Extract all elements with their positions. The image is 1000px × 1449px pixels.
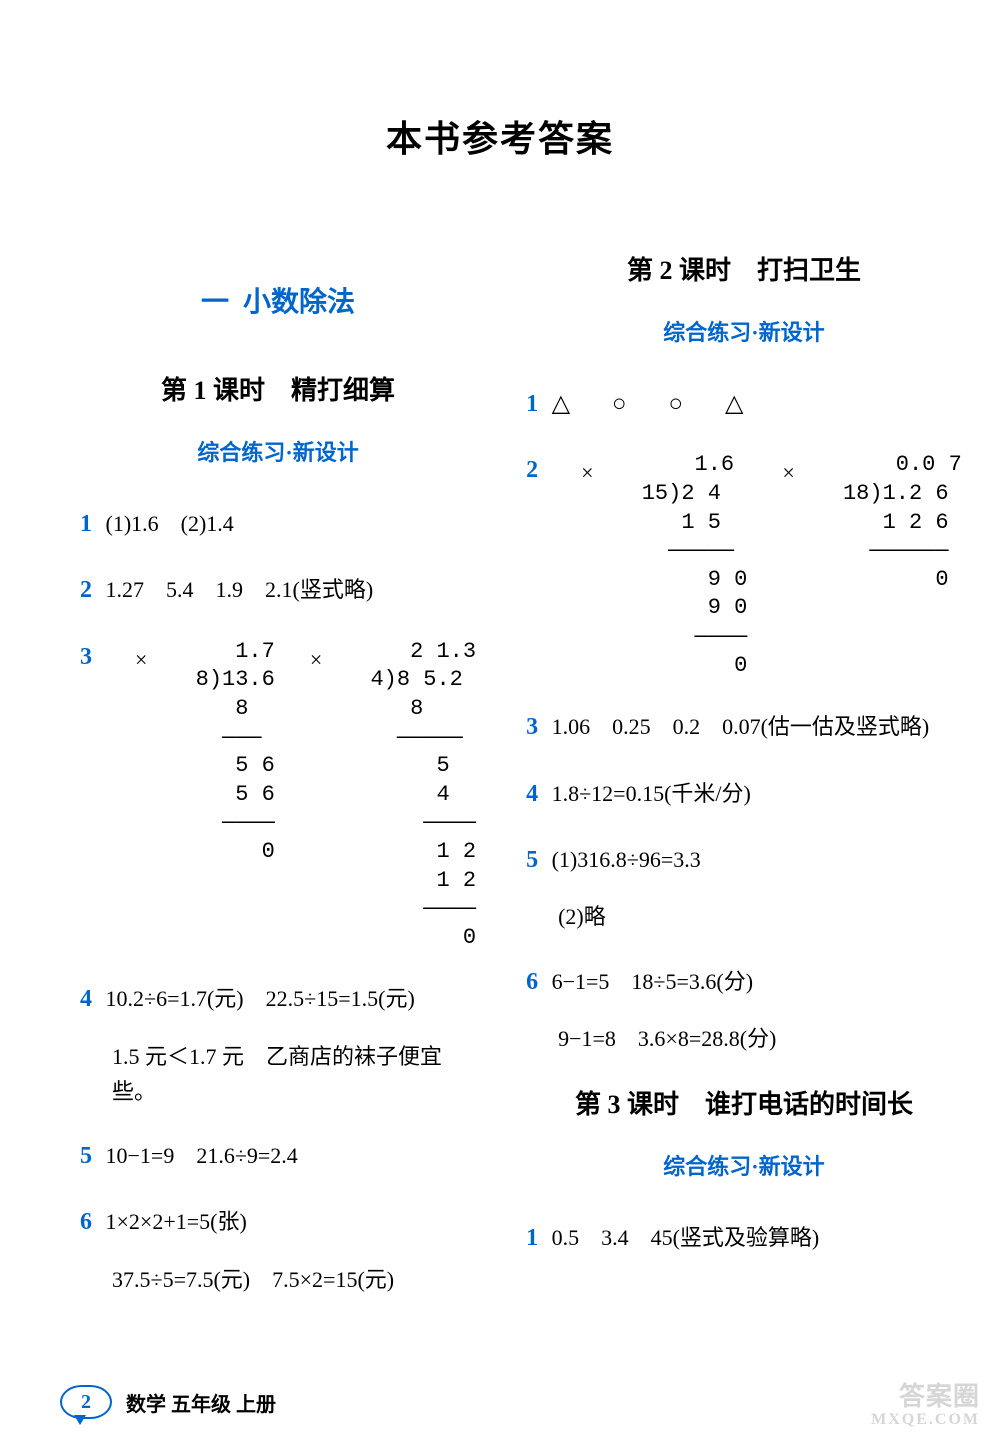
q-text: 1.8÷12=0.15(千米/分) (552, 781, 751, 806)
q2: 2 1.27 5.4 1.9 2.1(竖式略) (80, 571, 476, 609)
q-text: 1×2×2+1=5(张) (106, 1209, 247, 1234)
long-division-3: 1.6 15)2 4 1 5 ————— 9 0 9 0 ———— 0 (629, 451, 748, 680)
long-division-2: 2 1.3 4)8 5.2 8 ————— 5 4 ———— 1 2 1 2 —… (357, 638, 476, 953)
q-number: 4 (80, 986, 92, 1012)
q6-right: 6 6−1=5 18÷5=3.6(分) 9−1=8 3.6×8=28.8(分) (526, 963, 962, 1057)
q3-right: 3 1.06 0.25 0.2 0.07(估一估及竖式略) (526, 708, 962, 746)
q1b-right: 1 0.5 3.4 45(竖式及验算略) (526, 1219, 962, 1257)
cross-mark: × (581, 455, 593, 490)
q-text: 1.27 5.4 1.9 2.1(竖式略) (106, 577, 374, 602)
q-text: (1)1.6 (2)1.4 (106, 511, 234, 536)
q-number: 1 (526, 391, 538, 417)
q-number: 5 (80, 1143, 92, 1169)
q-number: 2 (526, 451, 538, 489)
q1-right: 1 △ ○ ○ △ (526, 385, 962, 423)
q-text: (1)316.8÷96=3.3 (552, 847, 701, 872)
page-number: 2 (81, 1391, 91, 1414)
q5: 5 10−1=9 21.6÷9=2.4 (80, 1137, 476, 1175)
q-text: 1.06 0.25 0.2 0.07(估一估及竖式略) (552, 714, 930, 739)
q-number: 2 (80, 577, 92, 603)
left-column: 一 小数除法 第 1 课时 精打细算 综合练习·新设计 1 (1)1.6 (2)… (60, 250, 496, 1369)
footer-text: 数学 五年级 上册 (126, 1388, 276, 1417)
q6: 6 1×2×2+1=5(张) 37.5÷5=7.5(元) 7.5×2=15(元) (80, 1203, 476, 1297)
long-division-1: 1.7 8)13.6 8 ——— 5 6 5 6 ———— 0 (182, 638, 274, 867)
q4-right: 4 1.8÷12=0.15(千米/分) (526, 775, 962, 813)
page-title: 本书参考答案 (0, 0, 1000, 162)
subsection-label: 综合练习·新设计 (80, 435, 476, 467)
q-number: 3 (80, 638, 92, 676)
right-column: 第 2 课时 打扫卫生 综合练习·新设计 1 △ ○ ○ △ 2 × 1.6 1… (506, 250, 982, 1369)
q-number: 4 (526, 781, 538, 807)
unit-name: 小数除法 (243, 287, 355, 318)
q-text-line2: 9−1=8 3.6×8=28.8(分) (526, 1021, 962, 1056)
q-text: 10.2÷6=1.7(元) 22.5÷15=1.5(元) (106, 986, 415, 1011)
cross-mark: × (310, 642, 322, 677)
shape-answers: △ ○ ○ △ (552, 391, 762, 417)
watermark-line1: 答案圈 (871, 1383, 980, 1412)
q-text-line2: 37.5÷5=7.5(元) 7.5×2=15(元) (80, 1262, 476, 1297)
long-division-4: 0.0 7 18)1.2 6 1 2 6 —————— 0 (830, 451, 962, 594)
q1: 1 (1)1.6 (2)1.4 (80, 505, 476, 543)
q3: 3 × 1.7 8)13.6 8 ——— 5 6 5 6 ———— 0 × 2 … (80, 638, 476, 953)
q-number: 6 (526, 969, 538, 995)
q-text: 0.5 3.4 45(竖式及验算略) (552, 1225, 820, 1250)
q-number: 1 (80, 511, 92, 537)
q-text-line2: (2)略 (526, 899, 962, 934)
q4: 4 10.2÷6=1.7(元) 22.5÷15=1.5(元) 1.5 元＜1.7… (80, 980, 476, 1109)
q-number: 3 (526, 714, 538, 740)
q-text-line2: 1.5 元＜1.7 元 乙商店的袜子便宜些。 (80, 1039, 476, 1109)
cross-mark: × (782, 455, 794, 490)
unit-number: 一 (201, 287, 226, 318)
subsection-label-3: 综合练习·新设计 (526, 1149, 962, 1181)
lesson-2-title: 第 2 课时 打扫卫生 (526, 250, 962, 287)
watermark: 答案圈 MXQE.COM (871, 1383, 980, 1429)
q2-right: 2 × 1.6 15)2 4 1 5 ————— 9 0 9 0 ———— 0 … (526, 451, 962, 680)
q-number: 5 (526, 847, 538, 873)
subsection-label: 综合练习·新设计 (526, 315, 962, 347)
lesson-3-title: 第 3 课时 谁打电话的时间长 (526, 1084, 962, 1121)
q-number: 6 (80, 1209, 92, 1235)
q-text: 6−1=5 18÷5=3.6(分) (552, 969, 753, 994)
cross-mark: × (135, 642, 147, 677)
watermark-line2: MXQE.COM (871, 1411, 980, 1429)
page-footer: 2 数学 五年级 上册 (60, 1385, 276, 1419)
lesson-1-title: 第 1 课时 精打细算 (80, 370, 476, 407)
content-columns: 一 小数除法 第 1 课时 精打细算 综合练习·新设计 1 (1)1.6 (2)… (60, 250, 940, 1369)
q-number: 1 (526, 1225, 538, 1251)
q5-right: 5 (1)316.8÷96=3.3 (2)略 (526, 841, 962, 935)
q-text: 10−1=9 21.6÷9=2.4 (106, 1143, 298, 1168)
unit-title: 一 小数除法 (80, 280, 476, 320)
page-number-bubble: 2 (60, 1385, 112, 1419)
